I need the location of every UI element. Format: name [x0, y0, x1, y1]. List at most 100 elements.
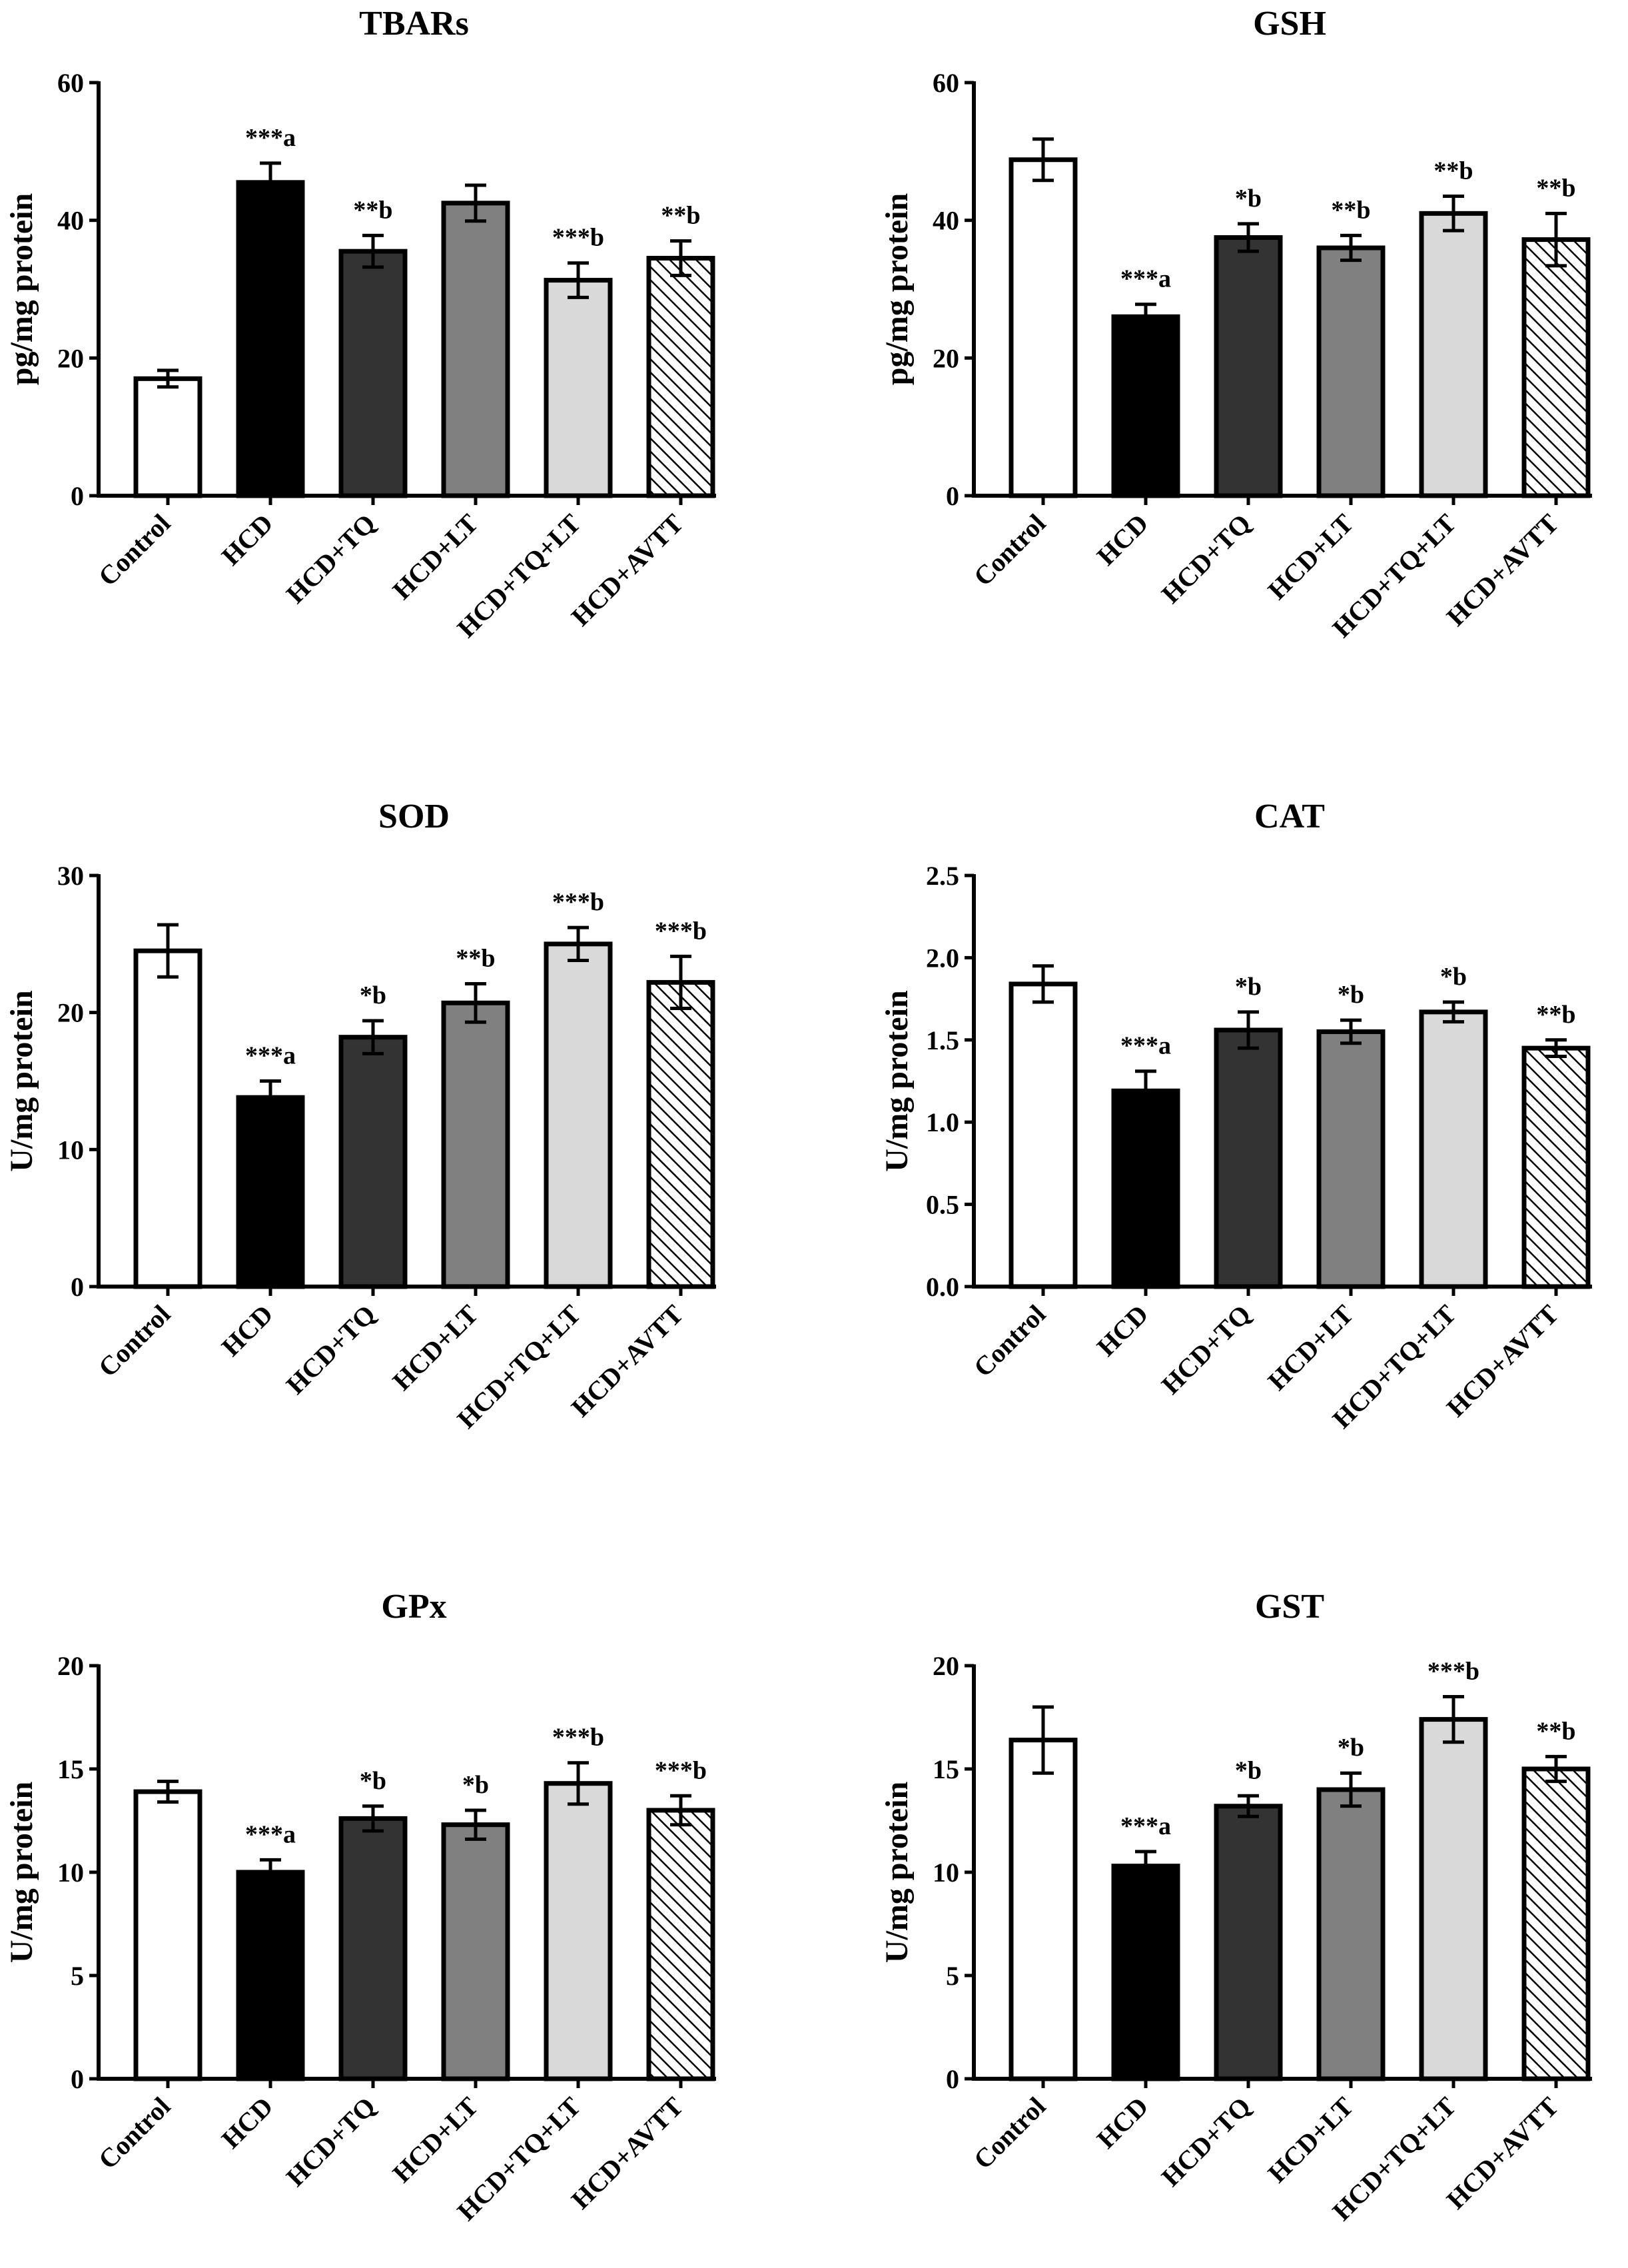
- significance-label: ***a: [245, 1042, 296, 1070]
- y-tick-label: 10: [933, 1858, 959, 1888]
- significance-label: ***a: [1120, 1032, 1171, 1060]
- chart-title: GST: [1255, 1588, 1324, 1626]
- y-tick-label: 20: [57, 343, 84, 373]
- bar-hcd-tq-lt: [1419, 1009, 1488, 1289]
- bar-hcd: [236, 1095, 305, 1289]
- bar-hcd-lt: [1316, 245, 1386, 498]
- category-label: Control: [93, 1299, 177, 1383]
- error-bar: [157, 923, 179, 979]
- bar-control: [133, 1789, 203, 2081]
- category-label: HCD+TQ: [1156, 508, 1257, 610]
- error-bar: [1443, 1000, 1464, 1024]
- y-tick-label: 2.0: [926, 943, 959, 973]
- y-tick-label: 20: [933, 343, 959, 373]
- error-bar: [1238, 222, 1259, 253]
- bar-hcd-avtt: [1521, 1766, 1591, 2081]
- y-tick-label: 0: [71, 1272, 84, 1302]
- error-bar: [260, 1079, 281, 1116]
- bar-control: [1009, 157, 1078, 498]
- y-tick-label: 15: [933, 1754, 959, 1784]
- error-bar: [465, 981, 486, 1024]
- y-tick-label: 20: [57, 998, 84, 1028]
- bar-control: [133, 376, 203, 498]
- category-label: Control: [968, 508, 1052, 592]
- error-bar: [1443, 1695, 1464, 1744]
- y-tick-label: 0: [946, 481, 959, 511]
- y-tick-label: 15: [57, 1754, 84, 1784]
- error-bar: [362, 233, 384, 269]
- error-bar: [568, 1761, 589, 1806]
- axes: [972, 81, 1592, 498]
- error-bar: [1545, 211, 1567, 268]
- bar-hcd-tq-lt: [1419, 211, 1488, 498]
- bar-hcd-tq-lt: [544, 278, 613, 498]
- significance-label: *b: [360, 981, 386, 1009]
- axes: [97, 1664, 716, 2081]
- category-label: HCD: [216, 1299, 279, 1363]
- bar-hcd-lt: [441, 1000, 510, 1289]
- significance-label: ***a: [1120, 1812, 1171, 1840]
- y-tick-label: 0.5: [926, 1190, 959, 1220]
- significance-label: *b: [360, 1767, 386, 1795]
- error-bar: [670, 239, 691, 277]
- significance-label: ***b: [655, 917, 707, 945]
- bar-hcd: [236, 1870, 305, 2081]
- category-label: HCD: [216, 508, 279, 572]
- bar-hcd-lt: [1316, 1029, 1386, 1289]
- significance-label: **b: [661, 202, 700, 230]
- significance-label: ***a: [245, 124, 296, 152]
- bar-hcd: [236, 180, 305, 498]
- bar-hcd-tq: [338, 249, 408, 498]
- significance-label: **b: [1433, 157, 1473, 185]
- significance-label: **b: [1536, 174, 1575, 202]
- y-tick-label: 2.5: [926, 861, 959, 891]
- category-label: HCD+TQ: [1156, 2091, 1257, 2193]
- bar-hcd-avtt: [646, 256, 715, 498]
- category-label: HCD+LT: [386, 508, 484, 605]
- y-tick-label: 40: [57, 206, 84, 236]
- bar-hcd-avtt: [646, 1808, 715, 2081]
- bar-hcd-tq-lt: [544, 941, 613, 1289]
- y-axis-label: pg/mg protein: [4, 193, 39, 385]
- category-label: HCD+LT: [1262, 2091, 1359, 2188]
- category-label: HCD+LT: [386, 2091, 484, 2188]
- category-label: HCD+AVTT: [1441, 2091, 1565, 2215]
- bar-hcd: [1111, 314, 1180, 498]
- error-bar: [465, 1808, 486, 1841]
- error-bar: [1340, 233, 1362, 263]
- significance-label: *b: [462, 1771, 489, 1799]
- y-tick-label: 0: [71, 2064, 84, 2094]
- category-label: HCD+TQ: [280, 1299, 382, 1401]
- bar-hcd-avtt: [1521, 1045, 1591, 1289]
- significance-label: **b: [456, 944, 495, 972]
- bar-hcd: [1111, 1088, 1180, 1289]
- error-bar: [1545, 1754, 1567, 1784]
- category-label: Control: [968, 1299, 1052, 1383]
- category-label: HCD+TQ: [280, 2091, 382, 2193]
- error-bar: [1032, 137, 1054, 183]
- chart-panel-gsh: GSH pg/mg protein Control ***a HCD *b HCD+TQ **…: [879, 5, 1592, 643]
- y-tick-label: 20: [57, 1651, 84, 1681]
- axes: [972, 1664, 1592, 2081]
- significance-label: ***b: [552, 888, 604, 916]
- error-bar: [1135, 302, 1156, 331]
- error-bar: [1032, 1705, 1054, 1775]
- y-tick-label: 5: [946, 1961, 959, 1991]
- category-label: HCD+LT: [386, 1299, 484, 1396]
- category-label: HCD: [1091, 1299, 1154, 1363]
- chart-panel-gst: GST U/mg protein Control ***a HCD *b HCD+TQ *b H…: [879, 1588, 1592, 2226]
- chart-title: TBARs: [359, 5, 469, 43]
- y-tick-label: 10: [57, 1135, 84, 1165]
- y-tick-label: 0.0: [926, 1272, 959, 1302]
- y-axis-label: U/mg protein: [4, 990, 39, 1171]
- category-label: HCD+LT: [1262, 508, 1359, 605]
- category-label: Control: [93, 2091, 177, 2175]
- chart-panel-gpx: GPx U/mg protein Control ***a HCD *b HCD+TQ *b H…: [4, 1588, 716, 2226]
- bar-hcd-tq-lt: [544, 1781, 613, 2081]
- chart-title: SOD: [378, 798, 450, 836]
- error-bar: [1443, 195, 1464, 233]
- category-label: HCD+AVTT: [566, 2091, 689, 2215]
- error-bar: [260, 1858, 281, 1887]
- error-bar: [362, 1804, 384, 1833]
- y-tick-label: 0: [946, 2064, 959, 2094]
